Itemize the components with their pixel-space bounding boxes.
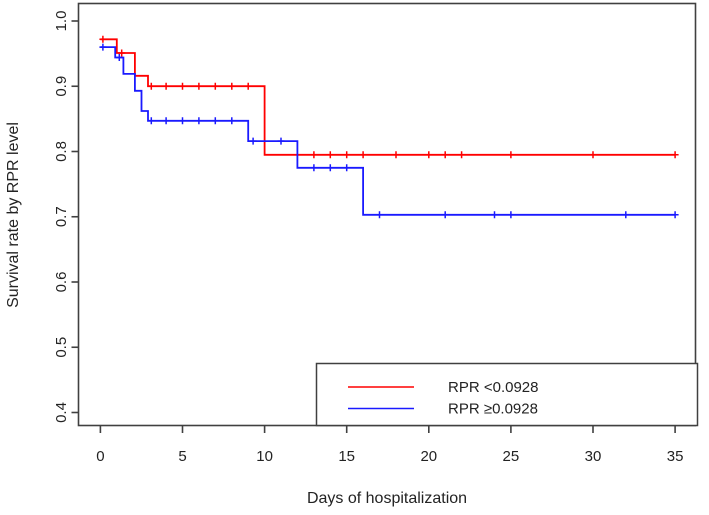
- legend-label-rpr-low: RPR <0.0928: [448, 379, 538, 396]
- y-tick-label: 0.7: [53, 206, 70, 227]
- survival-curve-high: [100, 46, 676, 216]
- y-tick-label: 0.5: [53, 337, 70, 358]
- x-tick-label: 30: [585, 448, 602, 465]
- y-tick-label: 0.4: [53, 402, 70, 423]
- legend: RPR <0.0928 RPR ≥0.0928: [315, 362, 699, 427]
- survival-curves: [99, 35, 679, 219]
- x-tick-label: 35: [667, 448, 684, 465]
- x-axis-title: Days of hospitalization: [307, 490, 467, 507]
- censor-marks-low: [99, 35, 679, 159]
- x-axis: 0 5 10 15 20 25 30 35: [96, 425, 684, 465]
- y-tick-label: 0.9: [53, 76, 70, 97]
- x-tick-label: 10: [256, 448, 273, 465]
- y-axis-title: Survival rate by RPR level: [5, 122, 22, 308]
- x-tick-label: 5: [178, 448, 186, 465]
- y-tick-label: 0.8: [53, 141, 70, 162]
- x-tick-label: 25: [503, 448, 520, 465]
- censor-marks-high: [99, 43, 679, 219]
- legend-box: [315, 362, 699, 427]
- x-tick-label: 20: [420, 448, 437, 465]
- legend-label-rpr-high: RPR ≥0.0928: [448, 401, 538, 418]
- x-tick-label: 0: [96, 448, 104, 465]
- x-tick-label: 15: [338, 448, 355, 465]
- y-tick-label: 0.6: [53, 272, 70, 293]
- y-axis: 0.4 0.5 0.6 0.7 0.8 0.9 1.0: [53, 11, 79, 423]
- survival-curve-low: [100, 38, 676, 156]
- y-tick-label: 1.0: [53, 11, 70, 32]
